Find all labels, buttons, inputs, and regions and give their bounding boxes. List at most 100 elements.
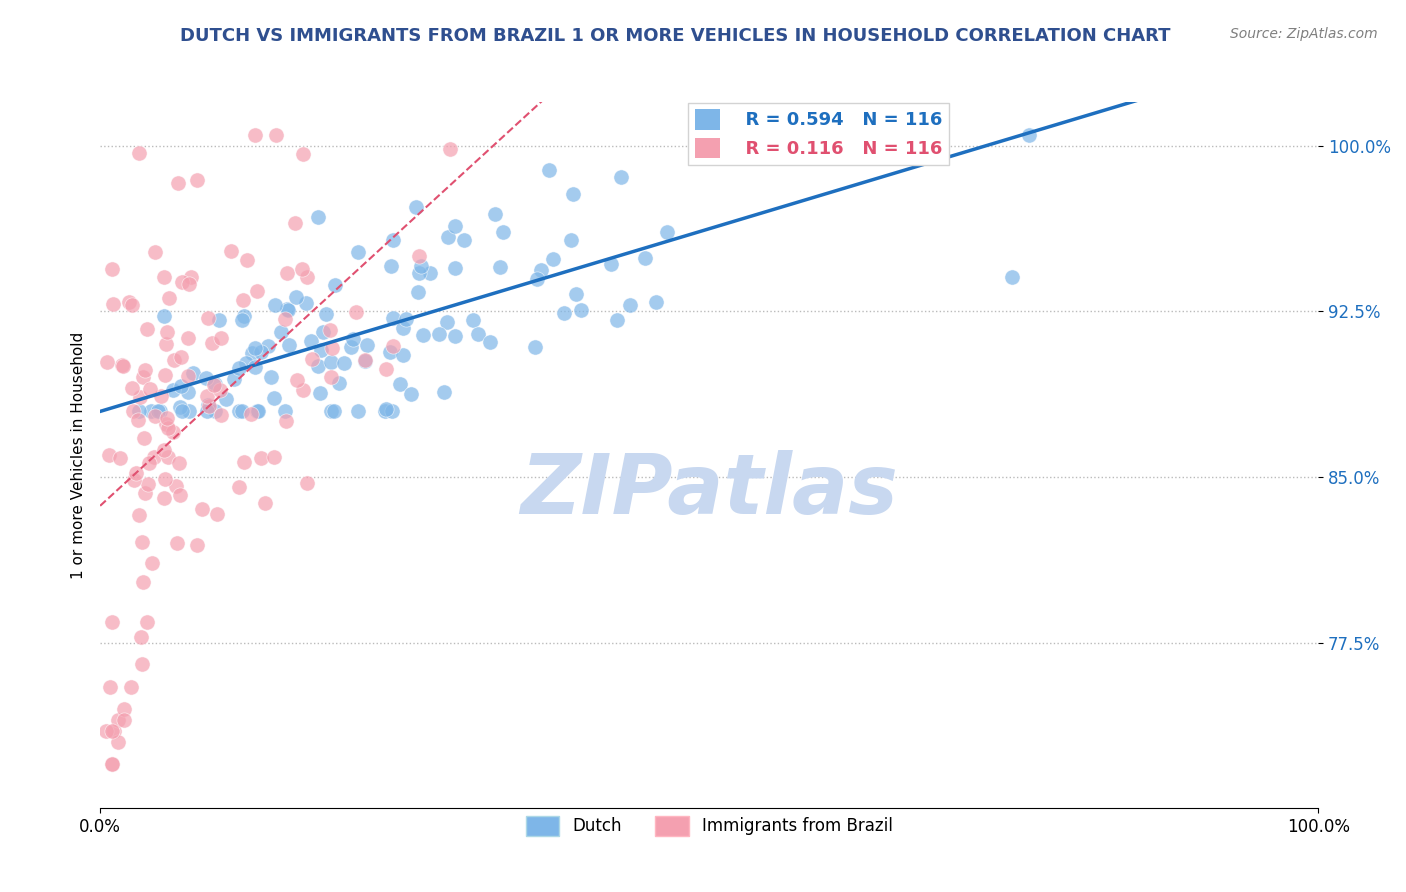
Point bbox=[243, 342, 266, 356]
Point bbox=[309, 343, 332, 358]
Point bbox=[209, 383, 232, 397]
Point bbox=[321, 370, 343, 384]
Point bbox=[98, 680, 121, 694]
Point bbox=[645, 294, 668, 309]
Point bbox=[156, 450, 179, 464]
Point bbox=[291, 147, 314, 161]
Point bbox=[264, 128, 287, 142]
Point bbox=[492, 225, 515, 239]
Point bbox=[253, 496, 276, 510]
Point bbox=[205, 507, 228, 521]
Point bbox=[146, 404, 169, 418]
Point bbox=[131, 535, 153, 549]
Point bbox=[157, 421, 180, 435]
Point bbox=[232, 293, 254, 307]
Point bbox=[96, 724, 118, 739]
Point bbox=[162, 384, 184, 398]
Point bbox=[222, 372, 245, 386]
Point bbox=[129, 630, 152, 644]
Point bbox=[356, 338, 378, 352]
Point bbox=[143, 409, 166, 423]
Point bbox=[228, 404, 250, 418]
Point bbox=[276, 266, 298, 280]
Point bbox=[285, 373, 308, 387]
Point bbox=[380, 344, 402, 359]
Point bbox=[250, 451, 273, 466]
Point bbox=[239, 407, 262, 421]
Point bbox=[427, 327, 450, 342]
Point bbox=[143, 245, 166, 260]
Point bbox=[270, 325, 292, 339]
Point bbox=[177, 277, 200, 291]
Point bbox=[128, 508, 150, 523]
Point bbox=[381, 311, 404, 326]
Point bbox=[201, 335, 224, 350]
Point bbox=[392, 321, 415, 335]
Point bbox=[297, 270, 319, 285]
Point bbox=[321, 341, 343, 355]
Point bbox=[444, 329, 467, 343]
Point bbox=[307, 211, 329, 225]
Point bbox=[108, 450, 131, 465]
Point bbox=[142, 450, 165, 464]
Point bbox=[155, 417, 177, 431]
Point bbox=[312, 325, 335, 339]
Point bbox=[204, 376, 226, 391]
Point bbox=[256, 339, 278, 353]
Point bbox=[246, 404, 269, 418]
Point bbox=[347, 404, 370, 418]
Point bbox=[122, 473, 145, 487]
Text: ZIPatlas: ZIPatlas bbox=[520, 450, 898, 531]
Point bbox=[569, 302, 592, 317]
Point bbox=[599, 256, 621, 270]
Point bbox=[139, 404, 162, 418]
Point bbox=[308, 386, 330, 401]
Point bbox=[444, 219, 467, 233]
Point bbox=[136, 477, 159, 491]
Point bbox=[101, 757, 124, 772]
Point bbox=[273, 312, 295, 326]
Point bbox=[111, 359, 134, 373]
Point bbox=[565, 286, 588, 301]
Point bbox=[155, 337, 177, 351]
Point bbox=[412, 327, 434, 342]
Point bbox=[246, 284, 269, 298]
Point bbox=[323, 278, 346, 293]
Point bbox=[101, 757, 124, 772]
Point bbox=[132, 574, 155, 589]
Point bbox=[194, 371, 217, 385]
Point bbox=[101, 296, 124, 310]
Point bbox=[209, 331, 232, 345]
Point bbox=[186, 538, 208, 552]
Point bbox=[97, 448, 120, 462]
Point bbox=[167, 176, 190, 190]
Point bbox=[131, 657, 153, 672]
Point bbox=[198, 399, 221, 413]
Point bbox=[121, 381, 143, 395]
Point bbox=[553, 306, 575, 320]
Point bbox=[657, 225, 679, 239]
Point bbox=[209, 408, 232, 422]
Point bbox=[260, 370, 283, 384]
Point bbox=[149, 389, 172, 403]
Point bbox=[633, 252, 655, 266]
Point bbox=[228, 480, 250, 494]
Point bbox=[181, 366, 204, 380]
Point bbox=[436, 315, 458, 329]
Point bbox=[122, 404, 145, 418]
Point bbox=[453, 233, 475, 247]
Point bbox=[101, 615, 124, 629]
Point bbox=[354, 353, 377, 368]
Point bbox=[284, 290, 307, 304]
Point bbox=[408, 249, 430, 263]
Point bbox=[399, 387, 422, 401]
Point bbox=[347, 245, 370, 260]
Point bbox=[444, 261, 467, 276]
Point bbox=[463, 313, 485, 327]
Point bbox=[263, 298, 285, 312]
Point bbox=[538, 162, 561, 177]
Point bbox=[301, 351, 323, 366]
Point bbox=[180, 270, 202, 285]
Point bbox=[129, 390, 152, 404]
Point bbox=[319, 354, 342, 368]
